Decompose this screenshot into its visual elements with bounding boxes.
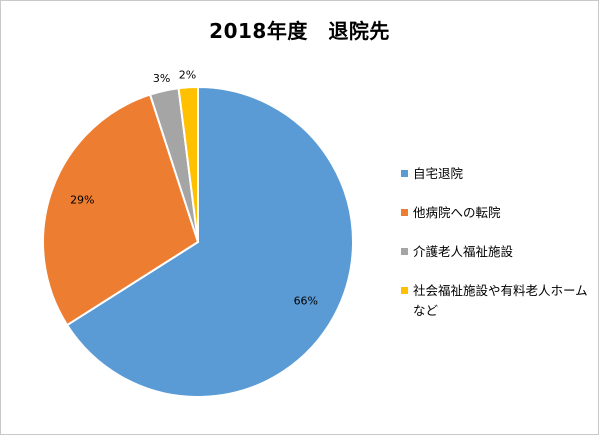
pie-slices: [42, 85, 354, 398]
legend-swatch: [401, 248, 408, 255]
pie-data-labels: 66% 29% 3% 2%: [70, 68, 318, 307]
chart-title: 2018年度 退院先: [209, 19, 390, 43]
legend-item-welfare-facility: 社会福祉施設や有料老人ホームなど: [401, 281, 591, 321]
legend-label: 自宅退院: [413, 166, 464, 181]
data-label-other-hospital: 29%: [70, 193, 94, 206]
legend-swatch: [401, 209, 408, 216]
legend-swatch: [401, 170, 408, 177]
data-label-welfare-facility: 2%: [179, 68, 196, 81]
legend-item-other-hospital: 他病院への転院: [401, 203, 591, 223]
pie-slice-welfare-facility: [177, 85, 199, 243]
data-label-home: 66%: [294, 294, 318, 307]
legend-swatch: [401, 287, 408, 294]
pie-slice-other-hospital: [42, 93, 200, 327]
legend: 自宅退院 他病院への転院 介護老人福祉施設 社会福祉施設や有料老人ホームなど: [401, 164, 591, 340]
pie-slice-home: [65, 85, 354, 398]
legend-item-home: 自宅退院: [401, 164, 591, 184]
legend-label: 介護老人福祉施設: [413, 244, 514, 259]
legend-item-nursing-home: 介護老人福祉施設: [401, 242, 591, 262]
data-label-nursing-home: 3%: [153, 72, 170, 85]
legend-label: 社会福祉施設や有料老人ホームなど: [413, 283, 588, 318]
legend-label: 他病院への転院: [413, 205, 501, 220]
